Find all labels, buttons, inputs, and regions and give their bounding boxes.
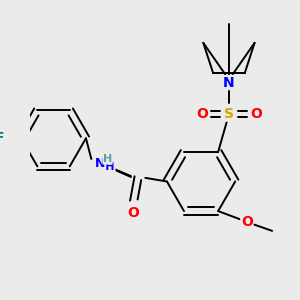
Text: F: F — [0, 131, 4, 145]
Text: O: O — [128, 206, 140, 220]
Text: O: O — [241, 215, 253, 229]
Text: N: N — [95, 157, 106, 170]
Text: H: H — [103, 154, 112, 164]
Text: O: O — [250, 107, 262, 121]
Text: N: N — [100, 160, 112, 174]
Text: N: N — [223, 76, 235, 90]
Text: O: O — [196, 107, 208, 121]
Text: S: S — [224, 107, 234, 121]
Text: NH: NH — [97, 162, 115, 172]
